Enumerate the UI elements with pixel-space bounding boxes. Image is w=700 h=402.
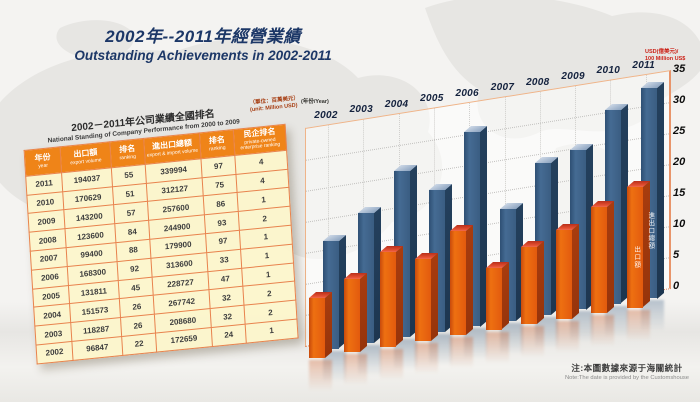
bar-side-face: [430, 253, 438, 341]
bar-front-face: [414, 259, 431, 341]
bar-reflection: [485, 331, 509, 366]
bar-export-2002: [309, 291, 333, 358]
bar-side-face: [572, 224, 580, 319]
bar-export-2008: [520, 241, 544, 325]
source-note-zh: 注:本圖數據來源于海關統計: [571, 363, 683, 373]
bar-export-2010: [591, 201, 615, 314]
bar-front-face: [520, 247, 537, 325]
y-axis-unit-label: USD(億美元)/ 100 Million US$: [645, 49, 685, 62]
bar-export-2005: [414, 253, 438, 341]
x-tick-label-2008: 2008: [526, 76, 550, 88]
bar-side-face: [501, 262, 509, 330]
x-tick-label-2006: 2006: [455, 87, 479, 99]
col-header-export-ranking: 排名 ranking: [109, 138, 146, 168]
bar-export-2011: [626, 181, 650, 308]
cell-year: 2002: [36, 341, 74, 364]
bar-reflection: [464, 328, 488, 363]
cell-export-ranking: 22: [121, 333, 157, 356]
title-zh: 2002年--2011年經營業績: [105, 27, 301, 46]
y-tick-label: 35: [673, 63, 686, 75]
bar-reflection: [379, 348, 403, 383]
bar-front-face: [626, 187, 643, 308]
bar-reflection: [570, 311, 594, 346]
bar-side-face: [325, 291, 332, 358]
bar-reflection: [640, 300, 664, 335]
bar-reflection: [499, 322, 523, 357]
x-tick-label-2002: 2002: [314, 110, 338, 122]
bar-reflection: [428, 333, 452, 368]
ranking-table-block: 2002－2011年公司業績全國排名 National Standing of …: [22, 95, 308, 365]
x-tick-label-2011: 2011: [632, 59, 656, 71]
x-tick-label-2004: 2004: [384, 98, 409, 110]
col-header-year: 年份 year: [24, 146, 62, 177]
title-en: Outstanding Achievements in 2002-2011: [74, 48, 332, 63]
bar-reflection: [323, 350, 346, 385]
col-header-total-ranking: 排名 ranking: [199, 129, 235, 159]
bar-reflection: [534, 317, 558, 352]
y-tick-label: 25: [673, 125, 686, 137]
bar-reflection: [414, 342, 438, 377]
y-axis-unit-line2: 100 Million US$: [645, 55, 686, 62]
bar-export-2006: [450, 225, 474, 336]
x-tick-label-2005: 2005: [420, 93, 444, 105]
bar-side-face: [466, 225, 474, 336]
x-tick-label-2003: 2003: [349, 104, 374, 116]
bar-front-face: [450, 231, 467, 336]
bar-reflection: [605, 305, 629, 340]
bar-reflection: [520, 326, 544, 361]
bar-reflection: [393, 339, 417, 374]
bar-series-label-total: 進出口總額: [646, 212, 654, 250]
bar-reflection: [556, 320, 580, 355]
bar-side-face: [395, 246, 403, 347]
x-tick-label-2007: 2007: [490, 82, 515, 94]
x-axis-caption: (年份/Year): [301, 99, 329, 105]
bar-front-face: [556, 230, 573, 319]
y-tick-label: 15: [673, 187, 686, 199]
y-tick-label: 20: [673, 156, 686, 168]
bar-reflection: [344, 354, 368, 389]
x-tick-label-2010: 2010: [596, 65, 621, 77]
y-axis-unit-line1: USD(億美元)/: [645, 49, 679, 55]
bar-side-face: [656, 81, 664, 299]
y-tick-label: 0: [673, 280, 680, 292]
bar-front-face: [485, 268, 502, 330]
source-note-en: Note:The date is provided by the Customs…: [564, 375, 690, 381]
bar-reflection: [358, 344, 382, 379]
bar-front-face: [344, 278, 361, 353]
bar-reflection: [450, 337, 474, 372]
bar-front-face: [591, 207, 608, 314]
bar-reflection: [591, 315, 615, 350]
x-tick-label-2009: 2009: [561, 70, 585, 82]
bar-side-face: [607, 201, 615, 314]
source-note: 注:本圖數據來源于海關統計 Note:The date is provided …: [548, 362, 700, 381]
bar-reflection: [626, 309, 650, 344]
y-tick-label: 5: [673, 249, 680, 261]
bar-export-2009: [556, 224, 580, 319]
bar-export-2007: [485, 262, 509, 330]
bar-side-face: [360, 272, 368, 353]
bar-export-2004: [379, 246, 403, 347]
poster-title: 2002年--2011年經營業績 Outstanding Achievement…: [28, 22, 378, 63]
cell-total-ranking: 24: [211, 324, 247, 347]
y-tick-label: 30: [673, 94, 686, 106]
ranking-table: 年份 year 出口額 export volume 排名 ranking 進出口總額 expo…: [23, 123, 299, 365]
bar-reflection: [309, 359, 332, 394]
bar-front-face: [309, 297, 325, 358]
bar-export-2003: [344, 272, 368, 353]
map-island: [56, 20, 134, 59]
bar-side-face: [536, 241, 544, 325]
bar-series-label-export: 出口額: [632, 245, 640, 269]
y-tick-label: 10: [673, 218, 686, 230]
bar-front-face: [379, 252, 396, 347]
